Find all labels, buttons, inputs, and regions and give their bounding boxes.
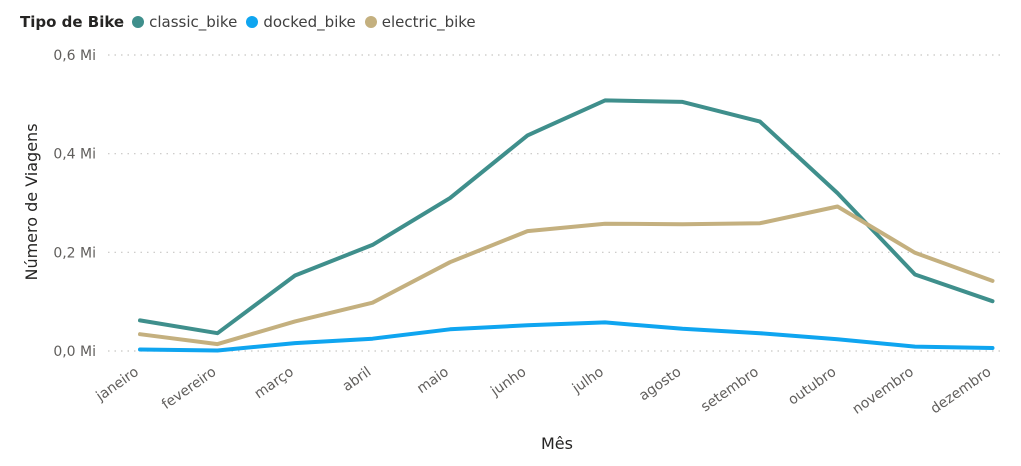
y-axis-label: Número de Viagens [22,123,41,280]
x-tick-label: abril [340,364,375,395]
legend-marker-docked-bike [246,16,259,28]
legend-item-docked-bike[interactable]: docked_bike [246,13,356,31]
y-tick-label: 0,2 Mi [53,245,96,261]
legend-label-electric-bike: electric_bike [381,13,476,31]
y-tick-label: 0,6 Mi [53,48,96,64]
y-axis-ticks: 0,0 Mi 0,2 Mi 0,4 Mi 0,6 Mi [53,48,96,360]
x-tick-label: maio [414,364,452,397]
x-tick-label: dezembro [928,364,995,417]
gridlines [108,54,1000,352]
x-tick-label: agosto [636,364,684,404]
series-line-electric-bike[interactable] [138,204,995,347]
x-tick-label: junho [487,364,529,400]
x-tick-label: julho [569,364,607,397]
y-tick-label: 0,0 Mi [53,344,96,360]
legend-title: Tipo de Bike [20,13,125,31]
y-tick-label: 0,4 Mi [53,147,96,163]
x-tick-label: novembro [850,364,917,418]
legend-label-classic-bike: classic_bike [149,13,238,31]
x-axis-label: Mês [541,434,573,453]
legend-marker-classic-bike [132,16,145,28]
x-tick-label: fevereiro [159,364,219,413]
x-tick-label: setembro [698,364,762,415]
legend-marker-electric-bike [364,16,377,28]
x-tick-label: março [252,364,297,402]
legend-item-electric-bike[interactable]: electric_bike [364,13,476,31]
series-line-classic-bike[interactable] [138,98,995,336]
legend-item-classic-bike[interactable]: classic_bike [132,13,237,31]
x-axis-ticks: janeiro fevereiro março abril maio junho julho… [93,364,995,418]
x-tick-label: janeiro [93,364,142,405]
legend: Tipo de Bike classic_bike docked_bike el… [20,9,485,35]
series-lines [138,98,995,353]
legend-label-docked-bike: docked_bike [263,13,356,31]
series-line-docked-bike[interactable] [138,320,995,353]
x-tick-label: outubro [785,364,839,408]
